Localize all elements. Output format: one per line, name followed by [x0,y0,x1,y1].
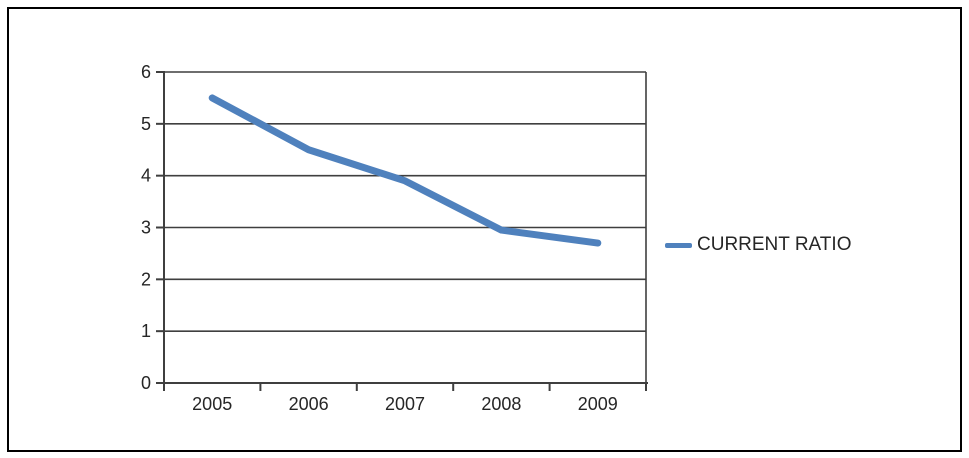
y-tick-label: 5 [141,114,151,134]
y-tick-label: 2 [141,269,151,289]
legend-line-marker [665,242,692,248]
series-line [208,94,602,247]
image-border-frame [7,7,962,452]
x-tick-label: 2007 [385,394,425,414]
y-tick-label: 0 [141,373,151,393]
y-tick-label: 4 [141,166,151,186]
x-tick-label: 2006 [289,394,329,414]
x-tick-label: 2008 [481,394,521,414]
x-tick-label: 2005 [192,394,232,414]
chart-legend: CURRENT RATIO [665,234,851,256]
x-tick-label: 2009 [578,394,618,414]
y-tick-label: 6 [141,62,151,82]
legend-label: CURRENT RATIO [697,234,852,255]
y-tick-label: 3 [141,218,151,238]
y-tick-label: 1 [141,321,151,341]
